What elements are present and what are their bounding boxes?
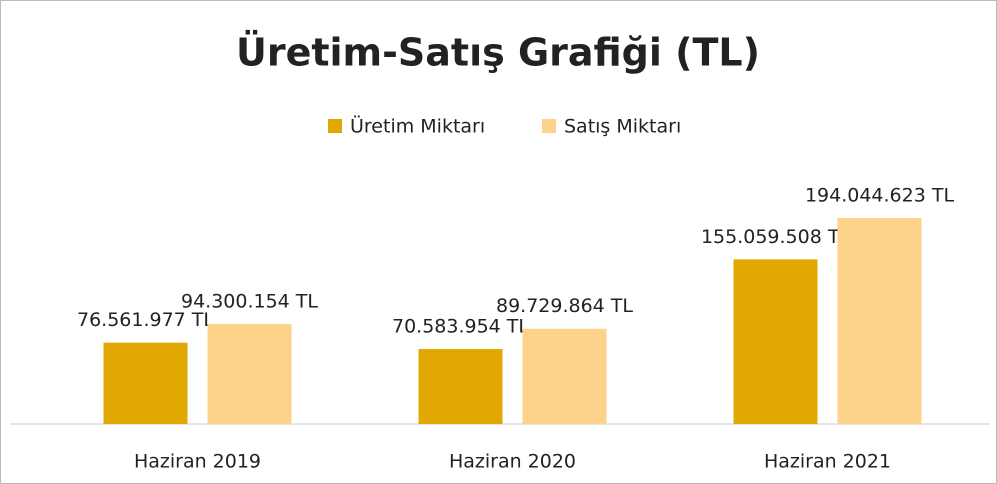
value-label: 76.561.977 TL: [77, 309, 214, 331]
value-label: 155.059.508 TL: [701, 226, 851, 248]
value-label: 70.583.954 TL: [392, 316, 529, 338]
legend-swatch: [328, 119, 342, 133]
legend-label: Satış Miktarı: [564, 116, 681, 138]
chart-title: Üretim-Satış Grafiği (TL): [236, 31, 760, 75]
x-tick-label: Haziran 2019: [134, 451, 261, 473]
bar: [207, 323, 292, 424]
bar: [418, 349, 503, 424]
value-label: 89.729.864 TL: [496, 295, 633, 317]
bar: [522, 328, 607, 424]
bar: [103, 342, 188, 424]
value-label: 194.044.623 TL: [805, 185, 955, 207]
legend-label: Üretim Miktarı: [350, 115, 485, 138]
value-label: 94.300.154 TL: [181, 290, 318, 312]
bar: [733, 259, 818, 424]
x-tick-label: Haziran 2020: [449, 451, 576, 473]
x-tick-label: Haziran 2021: [764, 451, 891, 473]
legend-swatch: [542, 119, 556, 133]
bar: [837, 218, 922, 424]
